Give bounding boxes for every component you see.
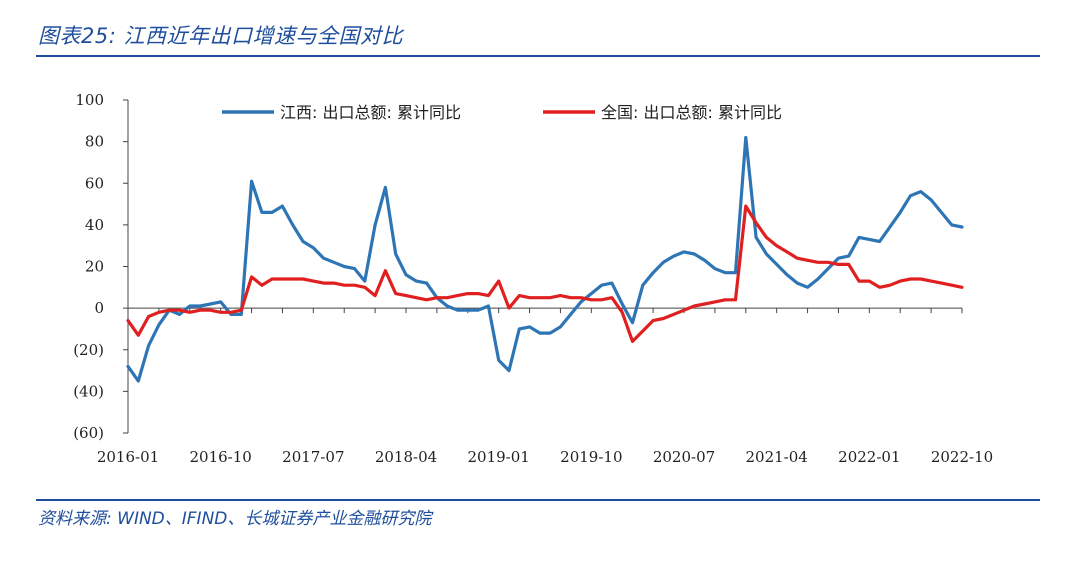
y-tick-label: (40)	[73, 382, 104, 400]
x-tick-label: 2016-01	[97, 448, 159, 466]
chart-lines	[126, 135, 964, 383]
x-tick-label: 2017-07	[282, 448, 344, 466]
source-note: 资料来源: WIND、IFIND、长城证券产业金融研究院	[38, 509, 432, 529]
x-tick-label: 2022-10	[931, 448, 993, 466]
y-tick-label: 40	[85, 216, 104, 234]
x-tick-label: 2016-10	[189, 448, 251, 466]
y-tick-label: (20)	[73, 341, 104, 359]
y-tick-label: 0	[94, 299, 104, 317]
bottom-divider	[36, 499, 1040, 501]
x-tick-label: 2018-04	[375, 448, 437, 466]
legend-label-0: 江西: 出口总额: 累计同比	[280, 103, 461, 122]
y-tick-label: 80	[85, 133, 104, 151]
series-line-1	[126, 204, 964, 343]
x-tick-label: 2021-04	[745, 448, 807, 466]
y-tick-label: 20	[85, 258, 104, 276]
x-tick-label: 2022-01	[838, 448, 900, 466]
legend-label-1: 全国: 出口总额: 累计同比	[601, 103, 782, 122]
figure-title: 图表25: 江西近年出口增速与全国对比	[38, 24, 403, 48]
top-divider	[36, 55, 1040, 57]
series-line-0	[126, 135, 964, 383]
chart-legend: 江西: 出口总额: 累计同比 全国: 出口总额: 累计同比	[222, 103, 782, 122]
y-tick-label: (60)	[73, 424, 104, 442]
x-tick-label: 2019-01	[467, 448, 529, 466]
x-tick-label: 2020-07	[653, 448, 715, 466]
y-tick-label: 100	[75, 91, 104, 109]
x-tick-label: 2019-10	[560, 448, 622, 466]
y-tick-label: 60	[85, 174, 104, 192]
chart-axes: 100 80 60 40 20 0 (20) (40) (60) 2016-01 2016-10 20…	[73, 91, 993, 466]
